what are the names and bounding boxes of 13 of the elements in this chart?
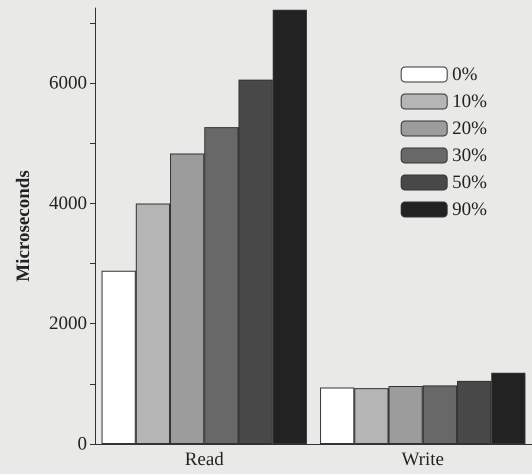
y-tick-label: 6000 (49, 72, 87, 94)
y-tick-label: 0 (78, 434, 87, 454)
x-tick-label: Read (184, 449, 224, 470)
x-tick-label: Write (402, 449, 444, 470)
legend-label: 90% (452, 199, 488, 220)
legend-label: 0% (452, 64, 478, 85)
y-tick-label: 4000 (49, 192, 87, 214)
legend-label: 50% (452, 172, 488, 193)
legend-label: 30% (452, 145, 488, 166)
legend-label: 20% (452, 118, 488, 139)
y-tick-label: 2000 (49, 313, 87, 334)
legend-label: 10% (452, 91, 488, 112)
y-axis-title: Microseconds (13, 170, 34, 282)
